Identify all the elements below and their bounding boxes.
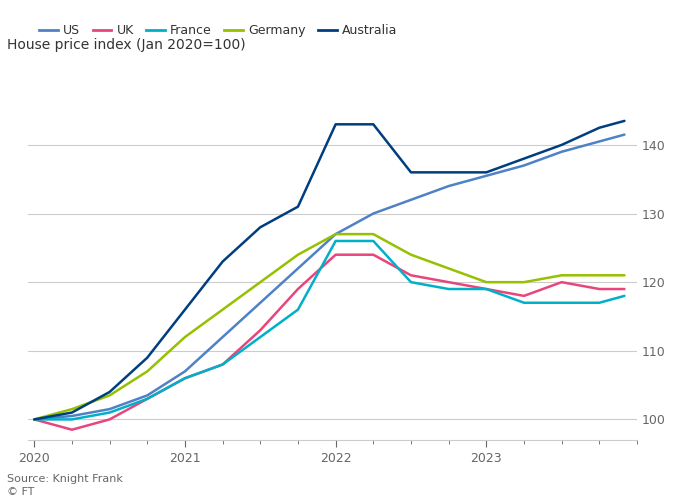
Text: © FT: © FT: [7, 487, 34, 497]
Legend: US, UK, France, Germany, Australia: US, UK, France, Germany, Australia: [34, 19, 402, 42]
Text: Source: Knight Frank: Source: Knight Frank: [7, 474, 123, 484]
Text: House price index (Jan 2020=100): House price index (Jan 2020=100): [7, 38, 246, 52]
